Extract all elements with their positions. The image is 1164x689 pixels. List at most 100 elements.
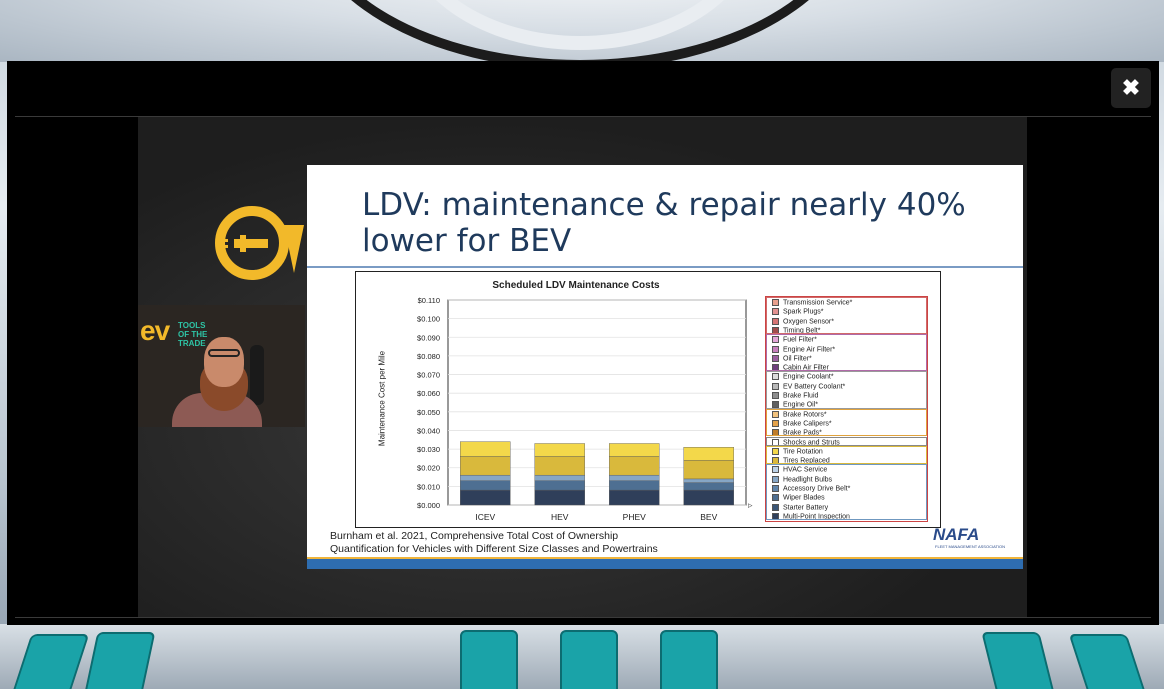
chair	[8, 634, 90, 689]
citation-line: Burnham et al. 2021, Comprehensive Total…	[330, 530, 619, 542]
y-tick-label: $0.110	[418, 296, 440, 305]
legend-group	[766, 436, 927, 446]
legend-label: Oil Filter*	[783, 355, 812, 363]
chart-legend: Transmission Service* Spark Plugs* Oxygen …	[765, 296, 928, 522]
legend-item: Brake Rotors*	[772, 410, 827, 418]
legend-swatch	[772, 382, 779, 390]
legend-label: Spark Plugs*	[783, 308, 824, 316]
y-tick-label: $0.030	[417, 445, 440, 454]
mouse-cursor-icon: ▹	[748, 500, 753, 510]
x-tick-label: PHEV	[623, 512, 646, 522]
legend-label: HVAC Service	[783, 466, 828, 474]
y-tick-label: $0.070	[417, 371, 440, 380]
slide-footer-accent	[307, 557, 1023, 559]
modal-divider	[15, 617, 1151, 618]
nafa-logo-subtitle: FLEET MANAGEMENT ASSOCIATION	[935, 544, 1006, 549]
video-player[interactable]: ev TOOLS OF THE TRADE LDV: maintenance &…	[138, 117, 1027, 617]
legend-item: Wiper Blades	[772, 494, 825, 502]
legend-label: Headlight Bulbs	[783, 476, 833, 484]
legend-swatch	[772, 392, 779, 399]
legend-label: Accessory Drive Belt*	[783, 485, 851, 493]
legend-label: Shocks and Struts	[783, 438, 840, 446]
legend-item: Transmission Service*	[772, 299, 852, 306]
bar-segment	[534, 456, 585, 476]
legend-label: Cabin Air Filter	[783, 364, 829, 372]
legend-swatch	[772, 485, 779, 492]
bar-segment	[683, 447, 734, 461]
y-tick-label: $0.000	[417, 501, 440, 510]
presenter-glasses	[208, 349, 240, 357]
bar-chart: $0.000 $0.010 $0.020 $0.030 $0.040 $0.050 $0.0…	[417, 296, 747, 522]
legend-swatch	[772, 494, 779, 502]
legend-swatch	[772, 503, 779, 511]
legend-item: Accessory Drive Belt*	[772, 485, 850, 492]
legend-label: EV Battery Coolant*	[783, 383, 846, 391]
y-tick-label: $0.010	[417, 482, 440, 491]
bar-segment	[683, 460, 734, 480]
legend-swatch	[772, 299, 779, 306]
legend-group	[766, 464, 927, 521]
bar-segment	[460, 441, 511, 457]
legend-label: Brake Calipers*	[783, 420, 832, 428]
legend-label: Engine Coolant*	[783, 373, 834, 381]
close-button[interactable]: ✖	[1111, 68, 1151, 108]
legend-group	[766, 408, 927, 437]
legend-item: Fuel Filter*	[772, 336, 817, 344]
nafa-logo: NAFA	[933, 525, 980, 544]
legend-label: Wiper Blades	[783, 494, 825, 502]
y-tick-label: $0.050	[417, 408, 440, 417]
bar-segment	[609, 456, 660, 476]
legend-swatch	[772, 475, 779, 483]
legend-label: Brake Fluid	[783, 392, 819, 400]
x-tick-label: BEV	[700, 512, 717, 522]
y-tick-label: $0.020	[417, 464, 440, 473]
legend-item: Brake Calipers*	[772, 419, 832, 428]
video-modal: ✖ ev TOOLS OF THE TRADE LDV: maintenance…	[7, 61, 1159, 625]
legend-label: Multi-Point Inspection	[783, 513, 850, 521]
legend-label: Brake Rotors*	[783, 410, 827, 418]
y-tick-label: $0.060	[417, 389, 440, 398]
slide-title: LDV: maintenance & repair nearly 40% low…	[362, 187, 966, 259]
legend-label: Engine Oil*	[783, 401, 819, 409]
legend-swatch	[772, 373, 779, 381]
x-tick-label: ICEV	[475, 512, 495, 522]
legend-item: Engine Coolant*	[772, 373, 834, 381]
y-tick-label: $0.090	[417, 333, 440, 342]
presenter-webcam: ev TOOLS OF THE TRADE	[138, 305, 305, 427]
legend-swatch	[772, 336, 779, 344]
y-tick-label: $0.080	[417, 352, 440, 361]
legend-group	[766, 371, 927, 409]
legend-item: Tire Rotation	[772, 447, 823, 456]
legend-label: Oxygen Sensor*	[783, 317, 834, 325]
slide-citation: Burnham et al. 2021, Comprehensive Total…	[330, 530, 658, 556]
legend-swatch	[772, 410, 779, 418]
legend-swatch	[772, 447, 779, 455]
chair	[660, 630, 718, 689]
chair	[981, 632, 1057, 689]
modal-divider	[15, 116, 1151, 117]
slide-footer-bar	[307, 559, 1023, 569]
legend-label: Tire Rotation	[783, 448, 823, 456]
bar-segment	[460, 489, 511, 506]
webcam-logo: ev	[140, 315, 170, 346]
legend-swatch	[772, 345, 779, 353]
bar-segment	[460, 456, 511, 476]
y-tick-label: $0.040	[417, 426, 440, 435]
legend-label: Fuel Filter*	[783, 336, 817, 344]
bar-segment	[683, 489, 734, 506]
ev-logo	[215, 206, 304, 280]
bar-segment	[609, 489, 660, 506]
legend-item: EV Battery Coolant*	[772, 382, 846, 391]
legend-swatch	[772, 466, 779, 474]
legend-item: Oil Filter*	[772, 354, 812, 363]
bar-segment	[683, 478, 734, 483]
chart-title: Scheduled LDV Maintenance Costs	[492, 280, 660, 291]
legend-item: HVAC Service	[772, 466, 828, 474]
legend-item: Brake Fluid	[772, 392, 818, 399]
legend-item: Spark Plugs*	[772, 308, 824, 316]
legend-swatch	[772, 308, 779, 316]
x-tick-label: HEV	[551, 512, 569, 522]
legend-label: Timing Belt*	[783, 327, 821, 335]
bar-segment	[609, 474, 660, 481]
bar-segment	[683, 482, 734, 491]
